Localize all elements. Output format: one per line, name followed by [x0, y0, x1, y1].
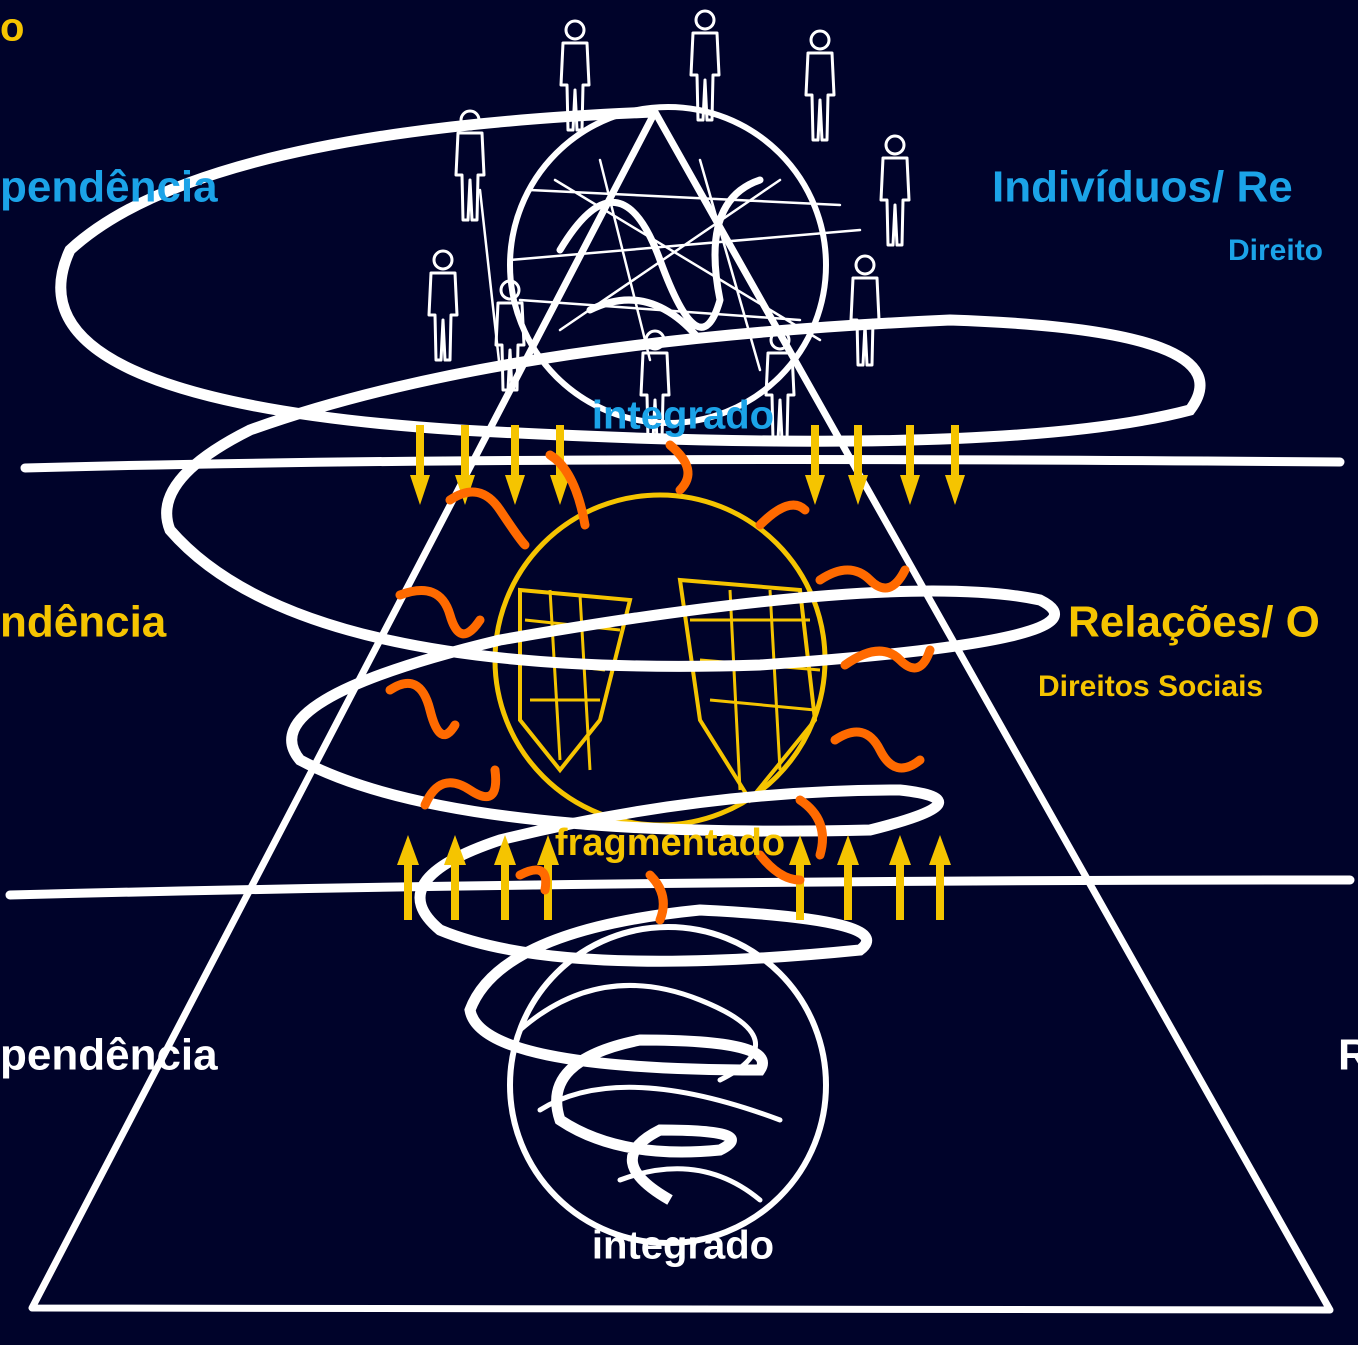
bottom-right-label: R — [1338, 1031, 1358, 1080]
top-right-sub: Direito — [1228, 234, 1323, 267]
bottom-left-label: pendência — [0, 1031, 218, 1080]
pyramid — [5, 108, 1355, 1314]
middle-right-sub: Direitos Sociais — [1038, 670, 1263, 703]
people — [427, 9, 911, 442]
top-right-label: Indivíduos/ Re — [992, 163, 1293, 212]
squiggles — [385, 440, 935, 925]
spiral — [55, 106, 1206, 1205]
top-left-label: pendência — [0, 163, 218, 212]
corner-label: o — [0, 6, 24, 50]
bottom-center: integrado — [592, 1224, 774, 1268]
top-center: integrado — [592, 394, 774, 438]
middle-center: fragmentado — [555, 822, 785, 864]
middle-left-label: ndência — [0, 598, 167, 647]
middle-right-label: Relações/ O — [1068, 598, 1320, 647]
